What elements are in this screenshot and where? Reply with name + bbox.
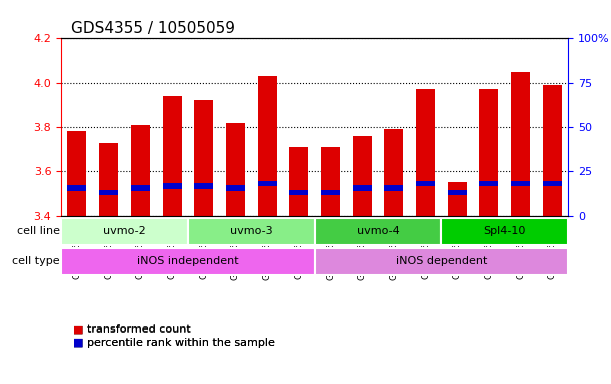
Bar [416,181,435,186]
Bar [290,147,309,216]
Text: iNOS independent: iNOS independent [137,256,239,266]
FancyBboxPatch shape [61,218,188,245]
Bar [163,96,181,216]
Bar [99,142,118,216]
Text: iNOS dependent: iNOS dependent [396,256,487,266]
Bar [321,190,340,195]
Bar [353,136,371,216]
Text: ■: ■ [73,338,84,348]
Bar [448,182,467,216]
Text: GDS4355 / 10505059: GDS4355 / 10505059 [71,21,235,36]
Bar [543,181,562,186]
Text: ■ transformed count: ■ transformed count [73,324,191,334]
FancyBboxPatch shape [315,248,568,275]
Bar [384,185,403,191]
Bar [511,72,530,216]
Bar [321,147,340,216]
FancyBboxPatch shape [61,248,315,275]
FancyBboxPatch shape [315,218,441,245]
Bar [416,89,435,216]
Bar [511,181,530,186]
Bar [194,183,213,189]
Text: uvmo-4: uvmo-4 [357,226,400,236]
Bar [226,122,245,216]
FancyBboxPatch shape [441,218,568,245]
Text: cell line: cell line [16,226,59,236]
Text: uvmo-3: uvmo-3 [230,226,273,236]
Text: uvmo-2: uvmo-2 [103,226,146,236]
Bar [448,190,467,195]
Bar [353,185,371,191]
Bar [67,131,87,216]
Bar [384,129,403,216]
FancyBboxPatch shape [188,218,315,245]
Bar [480,89,499,216]
Text: Spl4-10: Spl4-10 [484,226,526,236]
Bar [131,125,150,216]
Bar [131,185,150,191]
Bar [226,185,245,191]
Bar [480,181,499,186]
Text: cell type: cell type [12,256,59,266]
Text: ■: ■ [73,324,84,334]
Text: ■ percentile rank within the sample: ■ percentile rank within the sample [73,338,275,348]
Bar [290,190,309,195]
Bar [67,185,87,191]
Bar [258,76,277,216]
Text: transformed count: transformed count [87,324,191,334]
Bar [163,183,181,189]
Bar [543,85,562,216]
Bar [258,181,277,186]
Bar [194,101,213,216]
Bar [99,190,118,195]
Text: percentile rank within the sample: percentile rank within the sample [87,338,274,348]
